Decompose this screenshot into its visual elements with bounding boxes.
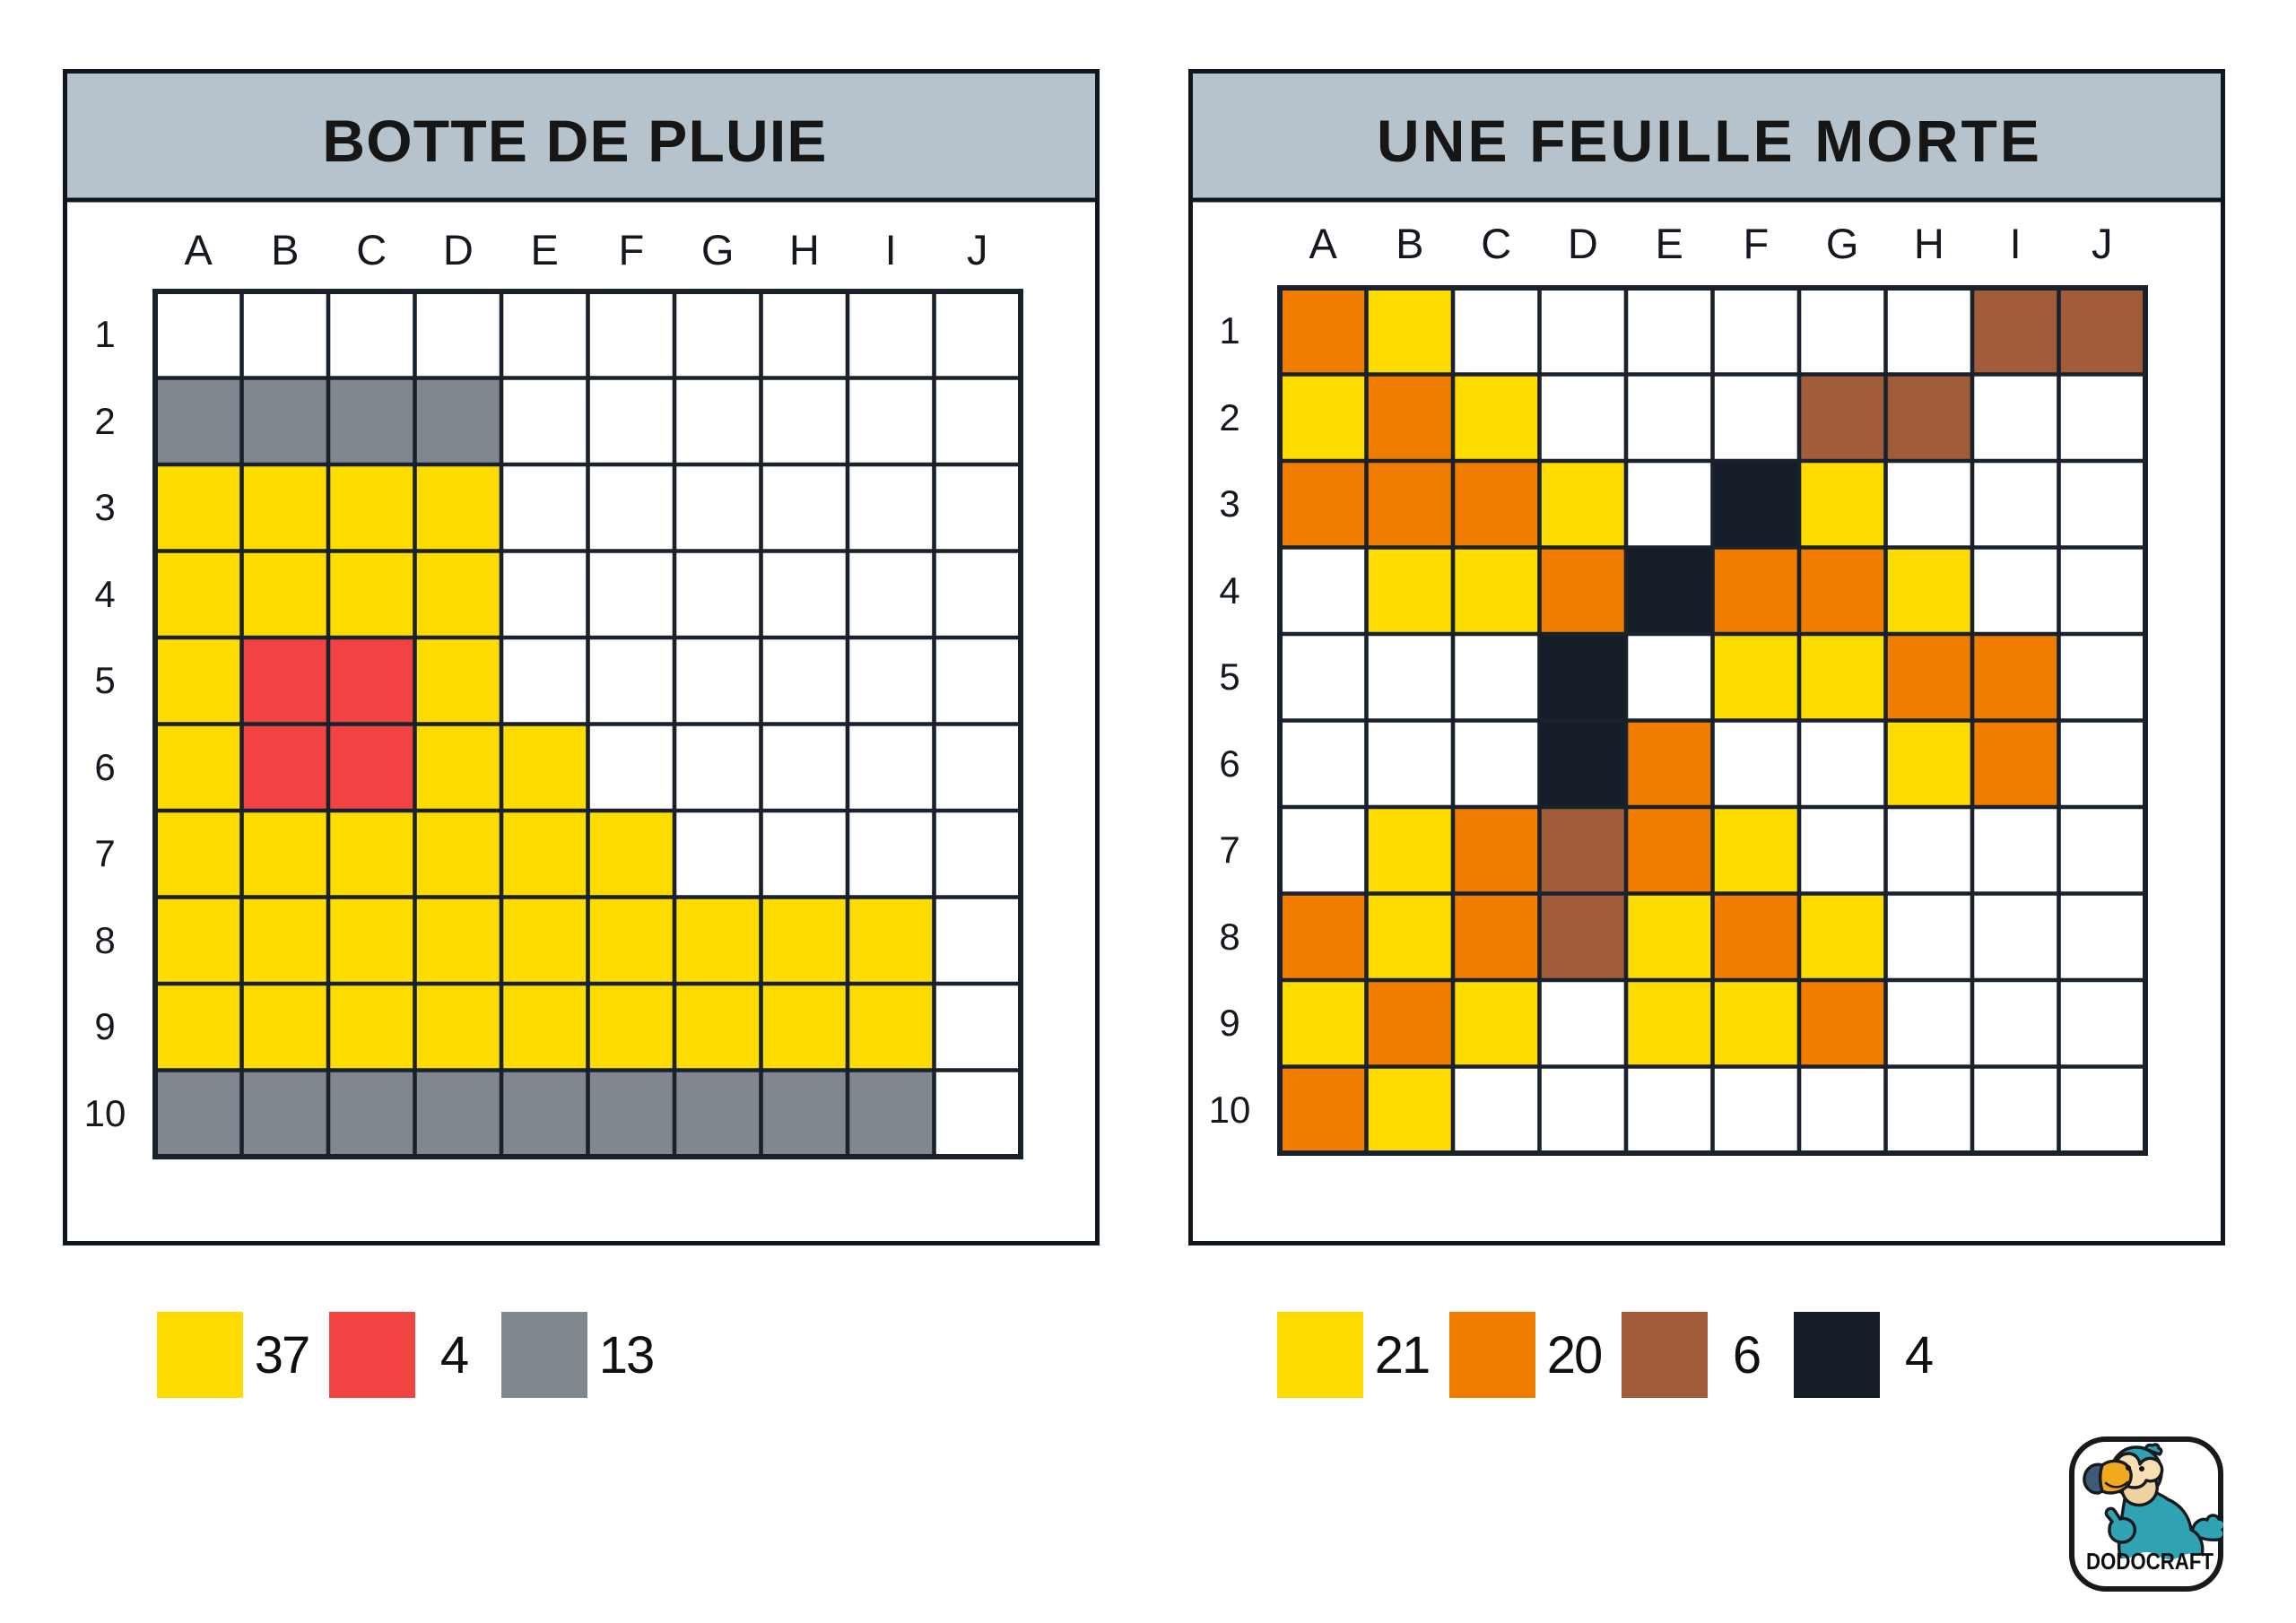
svg-text:10: 10 <box>1209 1089 1251 1131</box>
svg-text:J: J <box>967 226 988 273</box>
svg-text:BOTTE DE PLUIE: BOTTE DE PLUIE <box>322 108 827 174</box>
svg-text:4: 4 <box>94 573 115 615</box>
svg-text:C: C <box>1481 220 1511 267</box>
svg-text:9: 9 <box>94 1005 115 1047</box>
svg-text:C: C <box>356 226 387 273</box>
svg-text:6: 6 <box>1219 742 1239 785</box>
svg-text:J: J <box>2092 220 2113 267</box>
svg-text:F: F <box>1743 220 1769 267</box>
svg-text:5: 5 <box>1219 655 1239 698</box>
svg-text:B: B <box>1396 220 1423 267</box>
svg-text:3: 3 <box>94 486 115 528</box>
svg-text:E: E <box>531 226 559 273</box>
svg-text:7: 7 <box>94 832 115 874</box>
svg-text:2: 2 <box>94 400 115 442</box>
svg-text:7: 7 <box>1219 829 1239 871</box>
svg-text:I: I <box>2010 220 2022 267</box>
svg-text:D: D <box>1568 220 1598 267</box>
svg-text:3: 3 <box>1219 482 1239 525</box>
svg-text:F: F <box>618 226 644 273</box>
svg-text:2: 2 <box>1219 396 1239 438</box>
svg-text:1: 1 <box>1219 309 1239 352</box>
svg-text:A: A <box>185 226 213 273</box>
svg-text:I: I <box>885 226 897 273</box>
svg-text:5: 5 <box>94 659 115 701</box>
svg-text:A: A <box>1309 220 1338 267</box>
svg-text:8: 8 <box>1219 916 1239 958</box>
svg-text:4: 4 <box>1219 569 1239 612</box>
svg-text:H: H <box>1914 220 1944 267</box>
svg-text:1: 1 <box>94 313 115 355</box>
svg-text:UNE FEUILLE MORTE: UNE FEUILLE MORTE <box>1377 108 2042 174</box>
svg-text:D: D <box>443 226 474 273</box>
svg-text:G: G <box>1826 220 1859 267</box>
svg-text:9: 9 <box>1219 1002 1239 1044</box>
svg-text:B: B <box>271 226 299 273</box>
svg-text:8: 8 <box>94 919 115 961</box>
svg-text:G: G <box>701 226 735 273</box>
svg-text:H: H <box>789 226 820 273</box>
svg-text:E: E <box>1656 220 1683 267</box>
svg-text:10: 10 <box>84 1092 126 1134</box>
svg-text:6: 6 <box>94 746 115 788</box>
